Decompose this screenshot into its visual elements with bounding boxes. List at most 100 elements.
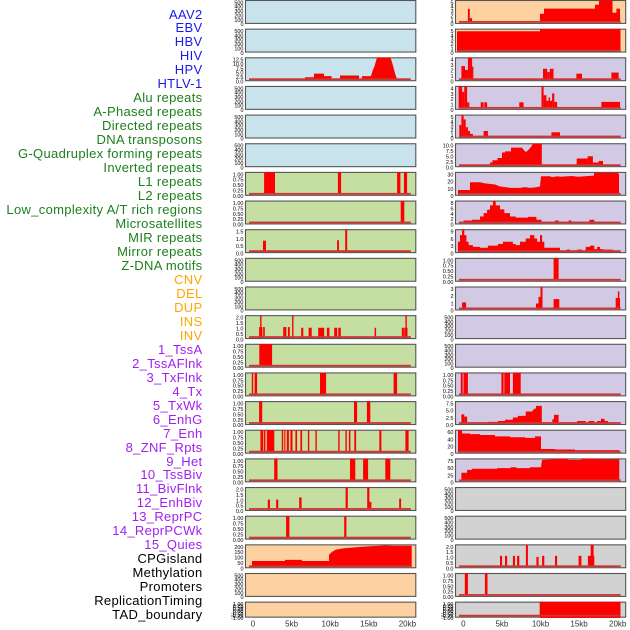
svg-text:500: 500 <box>234 258 243 264</box>
svg-text:400: 400 <box>234 578 243 584</box>
svg-text:200: 200 <box>234 157 243 163</box>
svg-text:0: 0 <box>450 22 453 28</box>
svg-text:0.50: 0.50 <box>233 527 244 533</box>
svg-text:1: 1 <box>450 74 453 80</box>
svg-text:300: 300 <box>444 525 453 531</box>
svg-text:1.00: 1.00 <box>443 573 454 579</box>
svg-text:2.0: 2.0 <box>446 545 454 551</box>
svg-text:300: 300 <box>234 152 243 158</box>
svg-text:0: 0 <box>450 79 453 85</box>
svg-text:1.5: 1.5 <box>236 230 244 236</box>
svg-text:100: 100 <box>234 46 243 52</box>
svg-text:0.50: 0.50 <box>443 584 454 590</box>
svg-text:400: 400 <box>444 520 453 526</box>
svg-text:0.00: 0.00 <box>443 609 454 615</box>
svg-text:0.50: 0.50 <box>233 606 244 612</box>
svg-text:1.00: 1.00 <box>233 402 244 408</box>
svg-text:3: 3 <box>450 124 453 130</box>
svg-text:-0.75: -0.75 <box>231 614 244 620</box>
svg-text:5kb: 5kb <box>285 620 298 629</box>
svg-text:500: 500 <box>234 86 243 92</box>
svg-text:0.50: 0.50 <box>233 355 244 361</box>
svg-text:3: 3 <box>450 9 453 15</box>
svg-text:-0.25: -0.25 <box>441 611 454 617</box>
svg-text:400: 400 <box>444 320 453 326</box>
svg-text:0.00: 0.00 <box>233 395 244 401</box>
svg-text:200: 200 <box>234 99 243 105</box>
svg-text:0: 0 <box>450 481 453 487</box>
svg-text:1.00: 1.00 <box>443 602 454 608</box>
svg-text:200: 200 <box>234 13 243 19</box>
svg-text:0: 0 <box>240 22 243 28</box>
svg-text:1.0: 1.0 <box>446 556 454 562</box>
svg-text:0.75: 0.75 <box>233 206 244 212</box>
svg-text:500: 500 <box>234 573 243 579</box>
svg-text:-1.00: -1.00 <box>231 616 244 622</box>
svg-text:100: 100 <box>234 18 243 24</box>
svg-text:9: 9 <box>450 230 453 236</box>
svg-text:10kb: 10kb <box>532 620 550 629</box>
svg-text:60: 60 <box>447 430 453 436</box>
svg-text:0.00: 0.00 <box>443 280 454 286</box>
svg-text:3: 3 <box>450 92 453 98</box>
svg-text:1.5: 1.5 <box>236 493 244 499</box>
svg-text:300: 300 <box>234 296 243 302</box>
svg-text:1.00: 1.00 <box>443 373 454 379</box>
svg-text:8: 8 <box>450 201 453 207</box>
svg-text:100: 100 <box>234 104 243 110</box>
svg-text:0: 0 <box>450 51 453 57</box>
svg-text:-0.25: -0.25 <box>231 611 244 617</box>
svg-text:25: 25 <box>447 473 453 479</box>
svg-text:5.0: 5.0 <box>236 71 244 77</box>
svg-text:500: 500 <box>234 0 243 6</box>
svg-text:400: 400 <box>234 5 243 11</box>
svg-text:7.5: 7.5 <box>446 149 454 155</box>
svg-text:0.0: 0.0 <box>236 251 244 257</box>
svg-text:4: 4 <box>450 119 453 125</box>
svg-text:2.0: 2.0 <box>236 316 244 322</box>
svg-text:1.00: 1.00 <box>233 516 244 522</box>
svg-text:40: 40 <box>447 437 453 443</box>
svg-text:0: 0 <box>450 509 453 515</box>
svg-text:0.75: 0.75 <box>443 604 454 610</box>
svg-text:-0.50: -0.50 <box>231 612 244 618</box>
svg-text:5kb: 5kb <box>495 620 508 629</box>
svg-text:0.50: 0.50 <box>233 212 244 218</box>
svg-text:0.25: 0.25 <box>233 360 244 366</box>
svg-text:0.00: 0.00 <box>233 538 244 544</box>
svg-text:1: 1 <box>450 301 453 307</box>
svg-text:0.75: 0.75 <box>233 522 244 528</box>
svg-text:100: 100 <box>234 591 243 597</box>
svg-text:15kb: 15kb <box>360 620 378 629</box>
svg-text:1.00: 1.00 <box>233 430 244 436</box>
svg-text:2: 2 <box>450 13 453 19</box>
svg-text:500: 500 <box>444 516 453 522</box>
svg-text:50: 50 <box>237 561 243 567</box>
svg-text:0: 0 <box>240 51 243 57</box>
svg-text:0: 0 <box>450 223 453 229</box>
svg-text:100: 100 <box>234 161 243 167</box>
svg-text:2: 2 <box>450 69 453 75</box>
svg-text:1: 1 <box>450 103 453 109</box>
svg-text:2.5: 2.5 <box>236 75 244 81</box>
svg-text:3: 3 <box>450 38 453 44</box>
svg-text:10: 10 <box>447 187 453 193</box>
svg-text:50: 50 <box>447 466 453 472</box>
svg-text:300: 300 <box>234 267 243 273</box>
svg-text:500: 500 <box>234 144 243 150</box>
svg-text:0.00: 0.00 <box>233 452 244 458</box>
svg-text:0: 0 <box>450 137 453 143</box>
svg-text:0.75: 0.75 <box>233 407 244 413</box>
svg-text:100: 100 <box>444 533 453 539</box>
svg-text:1.00: 1.00 <box>233 373 244 379</box>
svg-text:0.00: 0.00 <box>443 395 454 401</box>
svg-text:0: 0 <box>240 566 243 572</box>
svg-text:0.50: 0.50 <box>443 384 454 390</box>
svg-text:0.00: 0.00 <box>233 366 244 372</box>
svg-text:1.0: 1.0 <box>236 326 244 332</box>
svg-text:500: 500 <box>444 316 453 322</box>
svg-text:1: 1 <box>450 18 453 24</box>
svg-text:3: 3 <box>450 287 453 293</box>
svg-text:3: 3 <box>450 63 453 69</box>
svg-text:1.00: 1.00 <box>233 344 244 350</box>
